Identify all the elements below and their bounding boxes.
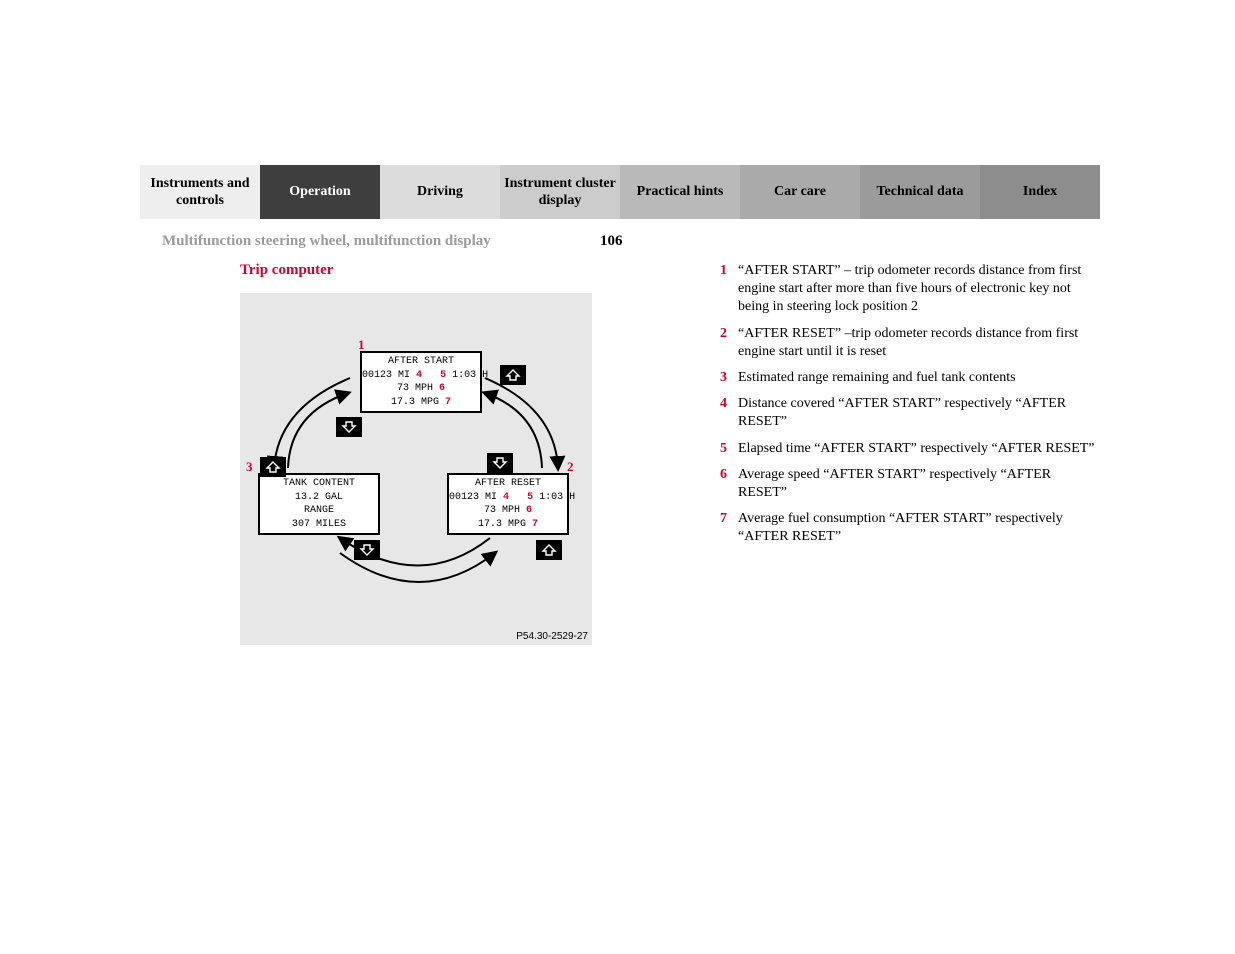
value-time: 1:03 H xyxy=(539,492,575,503)
callout-5: 5 xyxy=(527,492,533,503)
display-tank-range: TANK CONTENT 13.2 GAL RANGE 307 MILES xyxy=(258,473,380,535)
value-time: 1:03 H xyxy=(452,370,488,381)
callout-5: 5 xyxy=(440,370,446,381)
value-speed: 73 MPH xyxy=(484,505,520,516)
up-arrow-button-icon xyxy=(260,457,286,477)
legend-item: 6Average speed “AFTER START” respectivel… xyxy=(720,466,1100,502)
display-after-start: AFTER START 00123 MI 4 5 1:03 H 73 MPH 6… xyxy=(360,351,482,413)
label-range: RANGE xyxy=(260,504,378,518)
legend-item-number: 6 xyxy=(720,466,738,502)
legend-item: 7Average fuel consumption “AFTER START” … xyxy=(720,510,1100,546)
tab-operation[interactable]: Operation xyxy=(260,165,380,219)
display-line-speed: 73 MPH 6 xyxy=(362,382,480,396)
down-arrow-button-icon xyxy=(336,417,362,437)
section-title: Trip computer xyxy=(240,262,700,279)
display-line-mpg: 17.3 MPG 7 xyxy=(362,396,480,410)
page-number: 106 xyxy=(600,233,623,250)
legend-item-number: 5 xyxy=(720,440,738,458)
callout-7: 7 xyxy=(532,519,538,530)
value-gallons: 13.2 GAL xyxy=(260,491,378,505)
down-arrow-button-icon xyxy=(354,540,380,560)
tab-instrument-cluster-display[interactable]: Instrument cluster display xyxy=(500,165,620,219)
legend-item: 3Estimated range remaining and fuel tank… xyxy=(720,369,1100,387)
value-range-miles: 307 MILES xyxy=(260,518,378,532)
legend-item-number: 1 xyxy=(720,262,738,317)
tab-instruments-controls[interactable]: Instruments and controls xyxy=(140,165,260,219)
value-mpg: 17.3 MPG xyxy=(478,519,526,530)
callout-4: 4 xyxy=(416,370,422,381)
display-after-reset: AFTER RESET 00123 MI 4 5 1:03 H 73 MPH 6… xyxy=(447,473,569,535)
tab-driving[interactable]: Driving xyxy=(380,165,500,219)
trip-computer-diagram: 1 AFTER START 00123 MI 4 5 1:03 H 73 MPH… xyxy=(240,293,592,645)
legend-item-text: Estimated range remaining and fuel tank … xyxy=(738,369,1100,387)
figure-reference-id: P54.30-2529-27 xyxy=(516,631,588,642)
legend-item-text: “AFTER START” – trip odometer records di… xyxy=(738,262,1100,317)
legend-item-number: 7 xyxy=(720,510,738,546)
legend-item-text: Distance covered “AFTER START” respectiv… xyxy=(738,395,1100,431)
label-tank-content: TANK CONTENT xyxy=(260,477,378,491)
display-line-distance-time: 00123 MI 4 5 1:03 H xyxy=(449,491,567,505)
legend-item-number: 4 xyxy=(720,395,738,431)
value-mpg: 17.3 MPG xyxy=(391,397,439,408)
tab-technical-data[interactable]: Technical data xyxy=(860,165,980,219)
display-line-speed: 73 MPH 6 xyxy=(449,504,567,518)
callout-7: 7 xyxy=(445,397,451,408)
legend-item-text: Elapsed time “AFTER START” respectively … xyxy=(738,440,1100,458)
callout-6: 6 xyxy=(526,505,532,516)
legend-item-text: Average fuel consumption “AFTER START” r… xyxy=(738,510,1100,546)
callout-4: 4 xyxy=(503,492,509,503)
up-arrow-button-icon xyxy=(500,365,526,385)
legend-item-number: 2 xyxy=(720,325,738,361)
diagram-callout-3: 3 xyxy=(246,459,253,475)
value-distance: 00123 MI xyxy=(362,370,410,381)
value-speed: 73 MPH xyxy=(397,383,433,394)
tab-practical-hints[interactable]: Practical hints xyxy=(620,165,740,219)
page-subtitle: Multifunction steering wheel, multifunct… xyxy=(162,233,582,250)
down-arrow-button-icon xyxy=(487,453,513,473)
tab-index[interactable]: Index xyxy=(980,165,1100,219)
callout-6: 6 xyxy=(439,383,445,394)
up-arrow-button-icon xyxy=(536,540,562,560)
value-distance: 00123 MI xyxy=(449,492,497,503)
legend-item-text: Average speed “AFTER START” respectively… xyxy=(738,466,1100,502)
legend-item: 5Elapsed time “AFTER START” respectively… xyxy=(720,440,1100,458)
legend-item: 2“AFTER RESET” –trip odometer records di… xyxy=(720,325,1100,361)
legend-list: 1“AFTER START” – trip odometer records d… xyxy=(720,262,1100,546)
legend-item-text: “AFTER RESET” –trip odometer records dis… xyxy=(738,325,1100,361)
legend-item-number: 3 xyxy=(720,369,738,387)
display-line-mpg: 17.3 MPG 7 xyxy=(449,518,567,532)
legend-item: 1“AFTER START” – trip odometer records d… xyxy=(720,262,1100,317)
tab-car-care[interactable]: Car care xyxy=(740,165,860,219)
nav-tabs: Instruments and controls Operation Drivi… xyxy=(140,165,1100,219)
display-title: AFTER START xyxy=(362,355,480,369)
display-title: AFTER RESET xyxy=(449,477,567,491)
legend-item: 4Distance covered “AFTER START” respecti… xyxy=(720,395,1100,431)
display-line-distance-time: 00123 MI 4 5 1:03 H xyxy=(362,369,480,383)
